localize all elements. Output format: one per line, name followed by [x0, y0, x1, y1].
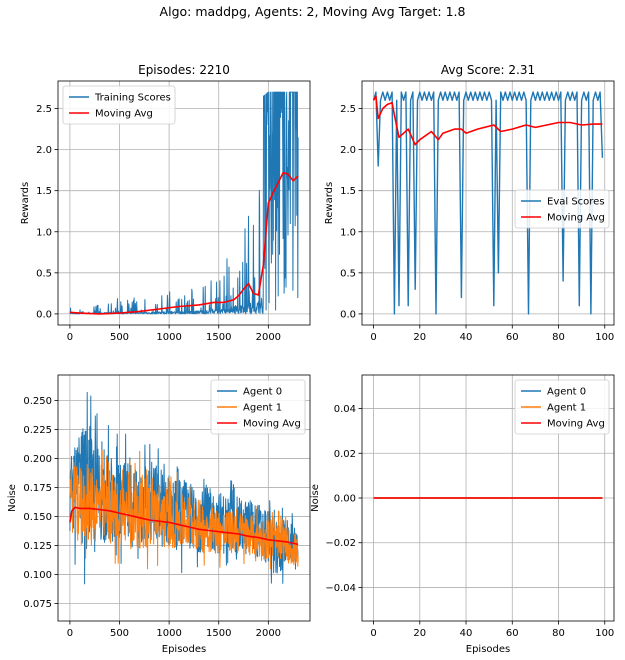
y-tick-label: 2.0 [340, 145, 356, 156]
x-tick-label: 60 [506, 332, 519, 343]
y-tick-label: 2.5 [36, 104, 52, 115]
figure-suptitle: Algo: maddpg, Agents: 2, Moving Avg Targ… [159, 4, 466, 19]
legend-label: Training Scores [94, 93, 171, 104]
legend-label: Eval Scores [547, 197, 605, 208]
y-tick-label: 0.0 [36, 309, 52, 320]
x-tick-label: 1000 [156, 628, 181, 639]
plot-area [69, 91, 299, 315]
y-axis-label: Rewards [20, 182, 31, 224]
y-tick-label: 1.0 [36, 227, 52, 238]
legend-label: Moving Avg [547, 213, 605, 224]
x-tick-label: 80 [552, 332, 565, 343]
y-tick-label: 0.5 [340, 268, 356, 279]
x-tick-label: 40 [460, 628, 473, 639]
x-tick-label: 20 [413, 332, 426, 343]
chart-panel-4: 0 20 40 60 80 100 −0.04 −0.02 0.00 0.02 0.04 Episod… [310, 374, 615, 655]
y-tick-label: 0.175 [23, 483, 52, 494]
chart-title: Episodes: 2210 [138, 63, 230, 77]
y-tick-label: 2.5 [340, 104, 356, 115]
plot-area [69, 391, 299, 585]
axes-frame [57, 80, 311, 326]
legend-label: Agent 1 [243, 403, 282, 414]
y-tick-label: −0.04 [325, 583, 356, 594]
x-tick-label: 500 [110, 628, 129, 639]
legend-label: Moving Avg [547, 419, 605, 430]
chart-title: Avg Score: 2.31 [441, 63, 535, 77]
y-tick-label: 0.00 [334, 494, 356, 505]
y-tick-label: 0.0 [340, 309, 356, 320]
y-tick-label: 0.02 [334, 449, 356, 460]
y-tick-label: −0.02 [325, 538, 356, 549]
chart-panel-2: 0 20 40 60 80 100 0.0 0.5 1.0 1.5 2.0 2.5 Avg Score:… [324, 63, 615, 343]
y-tick-label: 0.100 [23, 570, 52, 581]
y-tick-label: 0.125 [23, 541, 52, 552]
series-line-moving-avg [69, 506, 299, 546]
x-tick-label: 2000 [256, 628, 281, 639]
x-tick-label: 40 [460, 332, 473, 343]
y-tick-label: 0.225 [23, 425, 52, 436]
y-axis-label: Noise [7, 484, 18, 512]
y-axis-label: Noise [310, 484, 321, 512]
legend: Agent 0 Agent 1 Moving Avg [514, 379, 610, 435]
legend-label: Moving Avg [95, 109, 153, 120]
x-tick-label: 1000 [156, 332, 181, 343]
legend: Training Scores Moving Avg [62, 85, 176, 125]
chart-panel-1: 0 500 1000 1500 2000 0.0 0.5 1.0 1.5 2.0 2.5 Episod… [20, 63, 311, 343]
legend: Agent 0 Agent 1 Moving Avg [210, 379, 306, 435]
x-tick-label: 500 [110, 332, 129, 343]
legend-box [210, 379, 306, 435]
legend-label: Agent 1 [547, 403, 586, 414]
x-tick-label: 100 [595, 628, 614, 639]
legend-label: Moving Avg [243, 419, 301, 430]
y-axis-label: Rewards [324, 182, 335, 224]
x-axis-label: Episodes [466, 644, 510, 655]
legend-label: Agent 0 [243, 387, 282, 398]
x-tick-label: 100 [595, 332, 614, 343]
chart-panel-3: 0 500 1000 1500 2000 0.075 0.100 0.125 0.150 0.17… [7, 374, 311, 655]
x-tick-label: 80 [552, 628, 565, 639]
x-tick-label: 60 [506, 628, 519, 639]
series-line-agent-1 [69, 450, 299, 570]
y-tick-label: 0.5 [36, 268, 52, 279]
axes-frame [57, 374, 311, 622]
x-tick-label: 2000 [256, 332, 281, 343]
legend: Eval Scores Moving Avg [514, 189, 610, 229]
series-line-training-scores [69, 91, 299, 315]
x-tick-label: 0 [67, 332, 73, 343]
x-tick-label: 0 [370, 628, 376, 639]
y-tick-label: 1.5 [340, 186, 356, 197]
y-tick-label: 1.5 [36, 186, 52, 197]
x-tick-label: 0 [67, 628, 73, 639]
series-line-moving-avg [372, 95, 603, 146]
x-tick-label: 1500 [206, 332, 231, 343]
y-tick-label: 1.0 [340, 227, 356, 238]
legend-box [62, 85, 176, 125]
y-tick-label: 0.04 [334, 404, 356, 415]
legend-box [514, 189, 610, 229]
x-tick-label: 1500 [206, 628, 231, 639]
x-tick-label: 0 [370, 332, 376, 343]
y-tick-label: 0.250 [23, 396, 52, 407]
x-axis-label: Episodes [162, 644, 206, 655]
axes-frame [361, 80, 615, 326]
y-tick-label: 2.0 [36, 145, 52, 156]
y-tick-label: 0.075 [23, 599, 52, 610]
y-tick-label: 0.150 [23, 512, 52, 523]
series-line-moving-avg [69, 171, 299, 315]
y-tick-label: 0.200 [23, 454, 52, 465]
legend-box [514, 379, 610, 435]
x-tick-label: 20 [413, 628, 426, 639]
legend-label: Agent 0 [547, 387, 586, 398]
